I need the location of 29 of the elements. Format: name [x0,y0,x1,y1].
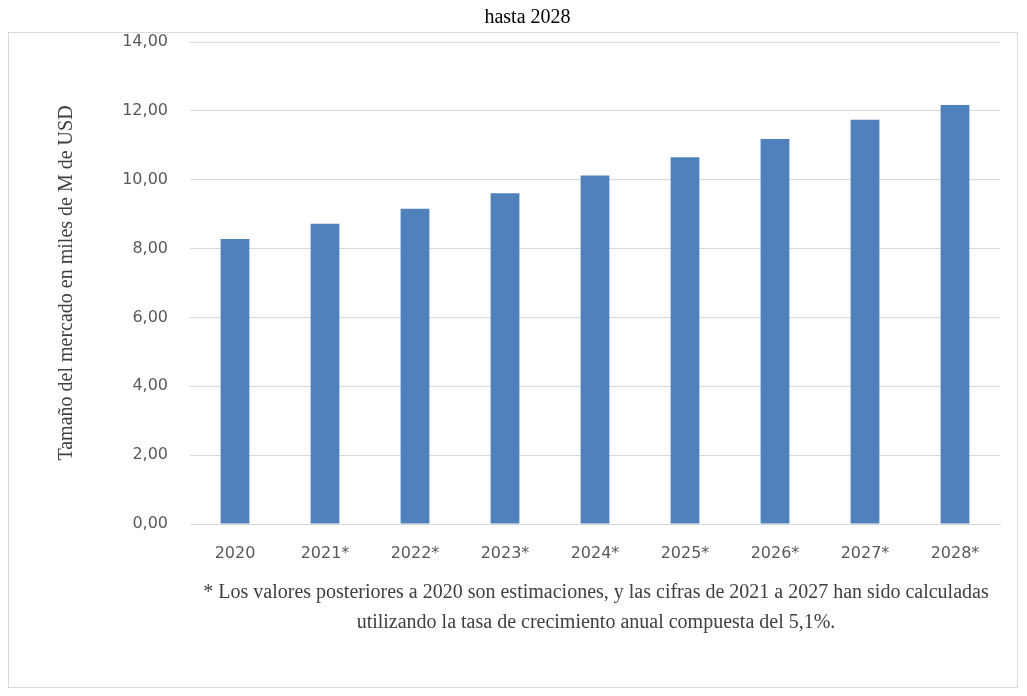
y-tick-label: 4,00 [132,375,168,395]
x-tick-label: 2027* [840,542,890,562]
y-tick-label: 10,00 [122,168,168,188]
x-tick-label: 2024* [570,542,620,562]
bar [670,157,700,524]
y-tick-label: 12,00 [122,100,168,120]
y-tick-label: 8,00 [132,237,168,257]
bar [760,139,790,524]
x-tick-label: 2020 [214,542,256,562]
x-tick-label: 2028* [930,542,980,562]
x-tick-label: 2023* [480,542,530,562]
y-axis-title: Tamaño del mercado en miles de M de USD [54,105,77,461]
y-tick-label: 6,00 [132,306,168,326]
bar [400,208,430,524]
x-tick-label: 2025* [660,542,710,562]
chart-title: hasta 2028 [484,5,571,28]
bar [490,193,520,524]
x-tick-label: 2022* [390,542,440,562]
bar [580,175,610,524]
y-tick-label: 0,00 [132,513,168,533]
y-tick-label: 14,00 [122,31,168,51]
bar [940,105,970,524]
x-tick-label: 2021* [300,542,350,562]
bar [850,119,880,524]
y-tick-label: 2,00 [132,444,168,464]
bar [310,223,340,524]
bar [220,238,250,524]
text: * Los valores posteriores a 2020 son estimaciones, y las cifras de 2021 a 2027 han sido calculadas utilizando la tasa de crecimiento anual compuesta del 5,1%. [203,580,989,634]
x-tick-label: 2026* [750,542,800,562]
